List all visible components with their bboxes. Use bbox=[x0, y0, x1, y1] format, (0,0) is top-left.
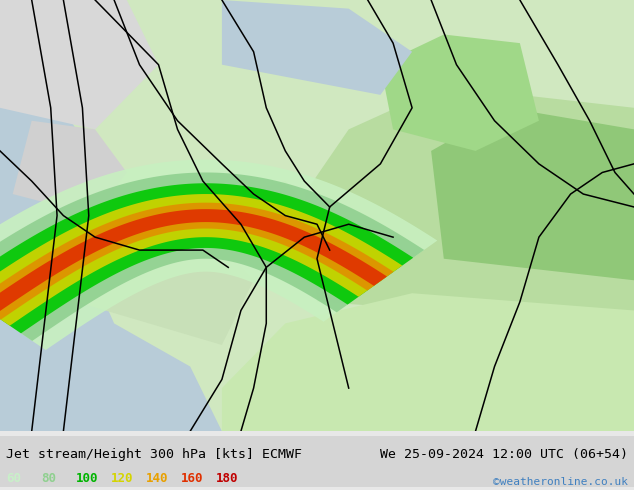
Polygon shape bbox=[431, 108, 634, 280]
Polygon shape bbox=[0, 86, 114, 345]
Polygon shape bbox=[241, 181, 317, 250]
Polygon shape bbox=[0, 160, 437, 350]
Polygon shape bbox=[0, 183, 413, 333]
Polygon shape bbox=[304, 86, 634, 323]
Text: 80: 80 bbox=[41, 472, 56, 485]
Polygon shape bbox=[222, 0, 412, 95]
Text: 160: 160 bbox=[181, 472, 203, 485]
Text: 60: 60 bbox=[6, 472, 22, 485]
Polygon shape bbox=[0, 172, 424, 341]
Text: We 25-09-2024 12:00 UTC (06+54): We 25-09-2024 12:00 UTC (06+54) bbox=[380, 448, 628, 461]
Polygon shape bbox=[0, 0, 634, 431]
Polygon shape bbox=[13, 121, 127, 216]
Text: ©weatheronline.co.uk: ©weatheronline.co.uk bbox=[493, 477, 628, 487]
Polygon shape bbox=[0, 194, 402, 326]
Polygon shape bbox=[76, 207, 254, 345]
Text: 120: 120 bbox=[111, 472, 133, 485]
Polygon shape bbox=[0, 0, 158, 129]
Text: Jet stream/Height 300 hPa [kts] ECMWF: Jet stream/Height 300 hPa [kts] ECMWF bbox=[6, 448, 302, 461]
Polygon shape bbox=[0, 209, 387, 315]
Polygon shape bbox=[380, 34, 539, 151]
Text: 100: 100 bbox=[76, 472, 98, 485]
Polygon shape bbox=[0, 43, 63, 216]
Polygon shape bbox=[0, 194, 222, 431]
Text: 140: 140 bbox=[146, 472, 168, 485]
Text: 180: 180 bbox=[216, 472, 238, 485]
Polygon shape bbox=[0, 203, 394, 319]
Polygon shape bbox=[222, 293, 634, 431]
